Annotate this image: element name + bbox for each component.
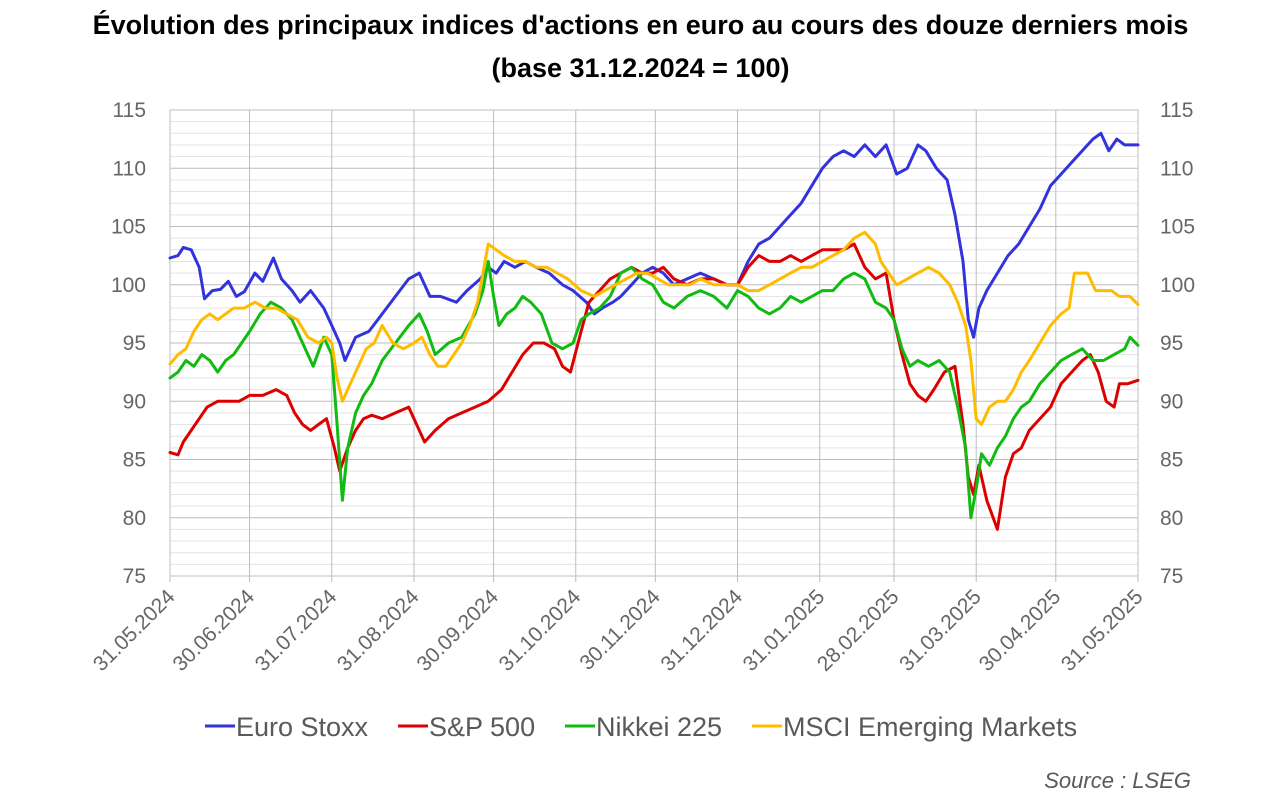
series-line-msci-emerging-markets [168, 230, 1140, 426]
x-tick-label: 30.06.2024 [169, 585, 260, 676]
y-axis-right: 115 110 105 100 95 90 85 80 75 [1160, 99, 1195, 588]
legend-label-nikkei-225: Nikkei 225 [596, 712, 722, 742]
y-tick-label-right: 90 [1160, 390, 1183, 413]
y-tick-label-right: 105 [1160, 216, 1195, 239]
x-tick-label: 31.12.2024 [656, 585, 747, 676]
legend-label-s-p-500: S&P 500 [429, 712, 535, 742]
y-tick-label-right: 115 [1160, 99, 1193, 122]
series-lines [168, 131, 1140, 531]
x-axis: 31.05.202430.06.202431.07.202431.08.2024… [89, 576, 1148, 676]
x-tick-label: 30.11.2024 [575, 585, 665, 675]
x-tick-label: 30.09.2024 [412, 585, 503, 676]
y-tick-label-right: 80 [1160, 507, 1183, 530]
title-line-2: (base 31.12.2024 = 100) [491, 53, 790, 83]
y-tick-label-left: 100 [111, 274, 146, 297]
y-tick-label-left: 110 [113, 157, 146, 180]
y-tick-label-right: 100 [1160, 274, 1195, 297]
x-tick-label: 31.10.2024 [495, 585, 586, 676]
y-tick-label-left: 115 [113, 99, 146, 122]
x-tick-label: 31.07.2024 [251, 585, 342, 676]
legend-label-euro-stoxx: Euro Stoxx [236, 712, 369, 742]
y-tick-label-left: 105 [111, 216, 146, 239]
x-tick-label: 31.05.2024 [89, 585, 180, 676]
y-tick-label-right: 85 [1160, 449, 1183, 472]
legend-label-msci-emerging-markets: MSCI Emerging Markets [783, 712, 1077, 742]
x-tick-label: 31.05.2025 [1057, 585, 1148, 676]
y-tick-label-right: 95 [1160, 332, 1183, 355]
x-tick-label: 31.08.2024 [333, 585, 424, 676]
plot-area-frame [169, 109, 1139, 577]
y-tick-label-left: 90 [123, 390, 146, 413]
y-axis-left: 115 110 105 100 95 90 85 80 75 [111, 99, 146, 588]
source-note: Source : LSEG [1044, 768, 1191, 793]
y-tick-label-left: 85 [123, 449, 146, 472]
series-line-euro-stoxx [168, 131, 1140, 362]
series-line-s-p-500 [168, 242, 1140, 531]
y-tick-label-left: 80 [123, 507, 146, 530]
y-tick-label-left: 95 [123, 332, 146, 355]
chart-title: Évolution des principaux indices d'actio… [0, 4, 1281, 90]
legend: Euro Stoxx S&P 500 Nikkei 225 MSCI Emerging… [205, 712, 1077, 742]
grid-lines [169, 110, 1139, 576]
y-tick-label-right: 110 [1160, 157, 1193, 180]
x-tick-label: 30.04.2025 [975, 585, 1066, 676]
title-line-1: Évolution des principaux indices d'actio… [92, 10, 1189, 40]
x-tick-label: 31.03.2025 [895, 585, 986, 676]
y-tick-label-left: 75 [123, 565, 146, 588]
line-chart: 115 110 105 100 95 90 85 80 75 115 110 105 100 95 90 8… [89, 99, 1195, 742]
y-tick-label-right: 75 [1160, 565, 1183, 588]
